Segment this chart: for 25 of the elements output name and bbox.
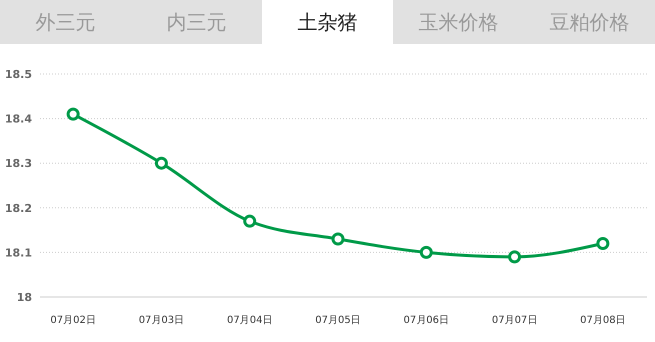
y-tick-label: 18.5 bbox=[4, 68, 32, 81]
y-tick-label: 18.2 bbox=[4, 202, 32, 215]
y-tick-label: 18.3 bbox=[4, 157, 32, 170]
x-tick-label: 07月05日 bbox=[315, 315, 361, 326]
y-tick-label: 18 bbox=[16, 291, 32, 304]
x-tick-label: 07月04日 bbox=[226, 315, 272, 326]
point bbox=[154, 156, 168, 170]
x-tick-label: 07月03日 bbox=[138, 315, 184, 326]
x-tick-label: 07月02日 bbox=[50, 315, 96, 326]
y-tick-label: 18.4 bbox=[4, 112, 32, 126]
text: 外三元 bbox=[36, 10, 96, 34]
x-tick-label: 07月06日 bbox=[404, 315, 450, 326]
chart-title: 土杂猪 bbox=[298, 10, 358, 34]
point bbox=[508, 250, 522, 264]
point bbox=[332, 232, 344, 246]
text: 玉米价格 bbox=[418, 10, 498, 34]
x-tick-label: 07月07日 bbox=[492, 315, 538, 326]
text: 内三元 bbox=[166, 10, 226, 34]
point bbox=[596, 236, 610, 250]
point bbox=[420, 246, 433, 259]
text: 豆粕价格 bbox=[550, 10, 630, 34]
point bbox=[243, 214, 256, 228]
point bbox=[66, 108, 80, 121]
x-tick-label: 07月08日 bbox=[580, 315, 626, 326]
y-tick-label: 18.1 bbox=[4, 246, 32, 260]
